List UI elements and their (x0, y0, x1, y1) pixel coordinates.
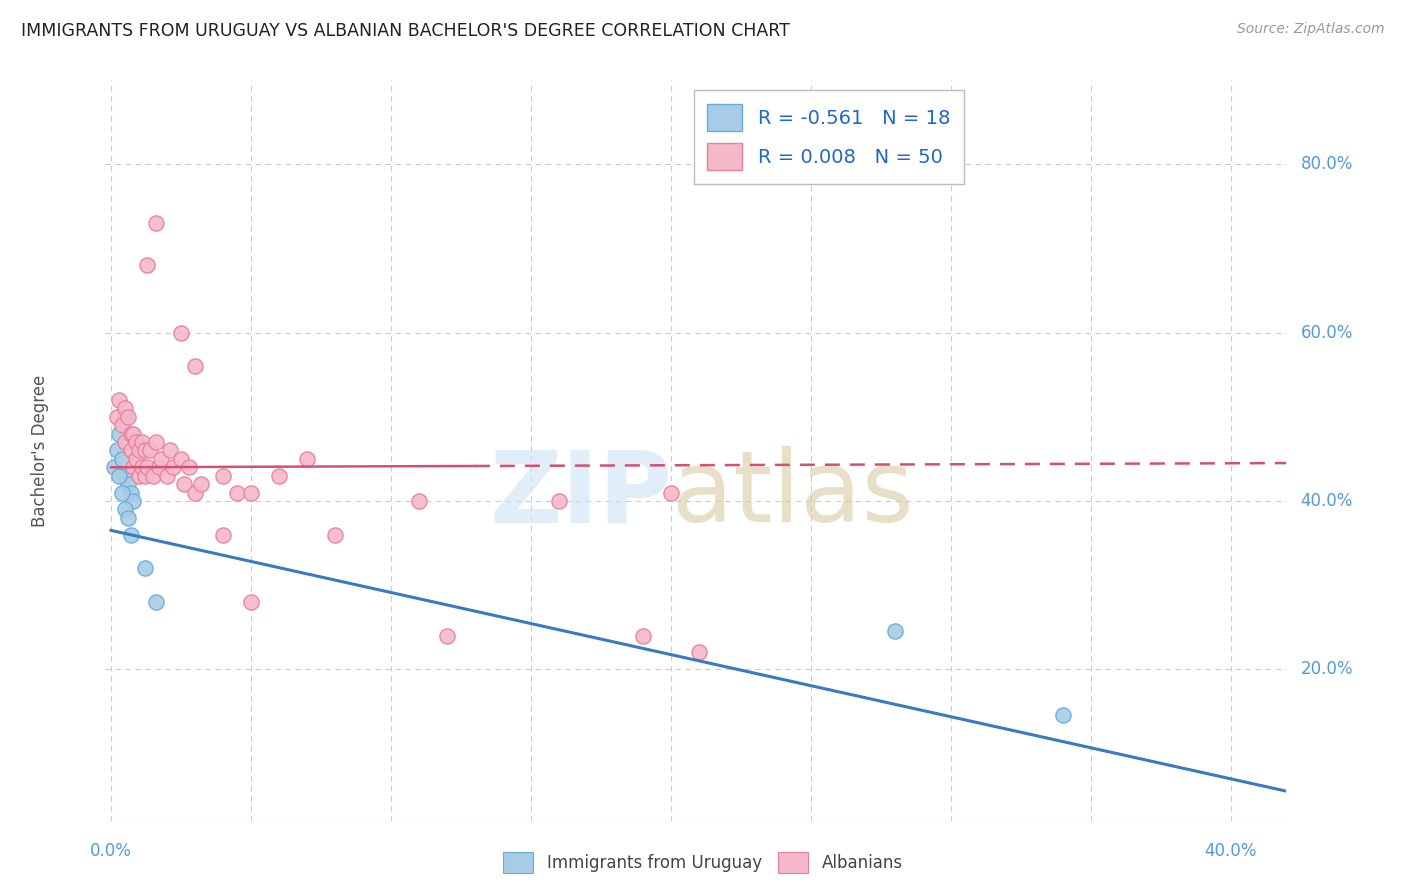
Point (105, 443, 128, 458)
Point (547, 494, 569, 508)
Text: 20.0%: 20.0% (1301, 660, 1353, 678)
Point (136, 460, 159, 475)
Point (170, 326, 193, 340)
Point (150, 451, 173, 466)
Point (134, 468, 156, 483)
Point (1052, 708, 1074, 723)
Text: IMMIGRANTS FROM URUGUAY VS ALBANIAN BACHELOR'S DEGREE CORRELATION CHART: IMMIGRANTS FROM URUGUAY VS ALBANIAN BACH… (21, 22, 790, 40)
Point (136, 259, 159, 273)
Point (114, 401, 136, 416)
Text: 40.0%: 40.0% (1205, 842, 1257, 860)
Point (120, 426, 142, 441)
Point (117, 477, 139, 491)
Point (122, 494, 145, 508)
Text: 40.0%: 40.0% (1301, 492, 1353, 510)
Point (212, 527, 235, 541)
Point (323, 527, 346, 541)
Point (883, 624, 905, 639)
Point (190, 477, 212, 491)
Point (111, 451, 134, 466)
Point (142, 468, 165, 483)
Point (114, 435, 136, 450)
Point (156, 468, 179, 483)
Point (139, 443, 162, 458)
Text: 60.0%: 60.0% (1301, 324, 1353, 342)
Point (631, 629, 654, 643)
Point (131, 460, 153, 475)
Point (267, 468, 290, 483)
Point (162, 460, 184, 475)
Text: ZIP: ZIP (489, 446, 672, 543)
Legend: R = -0.561   N = 18, R = 0.008   N = 50: R = -0.561 N = 18, R = 0.008 N = 50 (693, 90, 963, 184)
Point (212, 468, 235, 483)
Text: Bachelor's Degree: Bachelor's Degree (31, 375, 49, 526)
Point (108, 426, 131, 441)
Point (145, 595, 167, 609)
Point (688, 645, 710, 659)
Point (240, 485, 263, 500)
Point (120, 443, 142, 458)
Point (145, 435, 167, 450)
Point (240, 595, 263, 609)
Point (117, 409, 139, 424)
Text: Source: ZipAtlas.com: Source: ZipAtlas.com (1237, 22, 1385, 37)
Point (114, 409, 136, 424)
Point (159, 443, 181, 458)
Point (122, 426, 145, 441)
Legend: Immigrants from Uruguay, Albanians: Immigrants from Uruguay, Albanians (496, 846, 910, 880)
Point (125, 451, 148, 466)
Point (145, 216, 167, 230)
Text: 80.0%: 80.0% (1301, 155, 1353, 173)
Point (103, 460, 125, 475)
Point (148, 460, 170, 475)
Point (179, 460, 201, 475)
Point (117, 510, 139, 524)
Point (436, 629, 458, 643)
Point (122, 460, 145, 475)
Point (111, 485, 134, 500)
Point (295, 451, 318, 466)
Point (120, 485, 142, 500)
Point (108, 392, 131, 407)
Point (128, 468, 150, 483)
Point (134, 561, 156, 575)
Point (111, 418, 134, 433)
Point (114, 468, 136, 483)
Point (128, 443, 150, 458)
Point (184, 359, 207, 374)
Point (134, 443, 156, 458)
Point (184, 485, 207, 500)
Text: atlas: atlas (672, 446, 914, 543)
Point (125, 435, 148, 450)
Point (108, 468, 131, 483)
Point (114, 502, 136, 516)
Point (408, 494, 430, 508)
Point (173, 477, 195, 491)
Point (226, 485, 249, 500)
Point (120, 527, 142, 541)
Text: 0.0%: 0.0% (90, 842, 132, 860)
Point (105, 409, 128, 424)
Point (131, 435, 153, 450)
Point (170, 451, 193, 466)
Point (659, 485, 682, 500)
